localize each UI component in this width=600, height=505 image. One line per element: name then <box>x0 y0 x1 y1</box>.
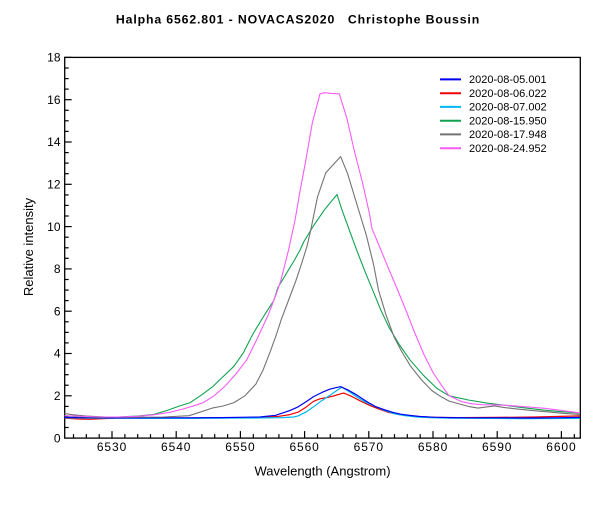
svg-text:16: 16 <box>47 93 61 107</box>
svg-text:0: 0 <box>54 431 61 445</box>
svg-text:6590: 6590 <box>482 440 512 454</box>
svg-text:Halpha 6562.801 - NOVACAS2020: Halpha 6562.801 - NOVACAS2020 Christophe… <box>116 13 480 27</box>
svg-text:4: 4 <box>54 347 61 361</box>
svg-text:2: 2 <box>54 389 61 403</box>
svg-text:2020-08-07.002: 2020-08-07.002 <box>469 102 547 114</box>
svg-text:2020-08-24.952: 2020-08-24.952 <box>469 143 547 155</box>
svg-text:6580: 6580 <box>418 440 448 454</box>
svg-text:Relative intensity: Relative intensity <box>21 197 36 296</box>
svg-text:6600: 6600 <box>546 440 576 454</box>
svg-text:2020-08-06.022: 2020-08-06.022 <box>469 88 547 100</box>
svg-text:8: 8 <box>54 262 61 276</box>
svg-text:6560: 6560 <box>289 440 319 454</box>
svg-text:18: 18 <box>47 51 61 65</box>
svg-text:10: 10 <box>47 220 61 234</box>
svg-text:6570: 6570 <box>354 440 384 454</box>
svg-text:12: 12 <box>47 178 61 192</box>
svg-text:Wavelength (Angstrom): Wavelength (Angstrom) <box>254 464 390 479</box>
svg-text:6: 6 <box>54 304 61 318</box>
svg-text:6530: 6530 <box>97 440 127 454</box>
svg-text:2020-08-05.001: 2020-08-05.001 <box>469 74 547 86</box>
svg-text:6540: 6540 <box>161 440 191 454</box>
svg-text:6550: 6550 <box>225 440 255 454</box>
svg-text:2020-08-15.950: 2020-08-15.950 <box>469 116 547 128</box>
svg-text:2020-08-17.948: 2020-08-17.948 <box>469 129 547 141</box>
svg-text:14: 14 <box>47 135 61 149</box>
